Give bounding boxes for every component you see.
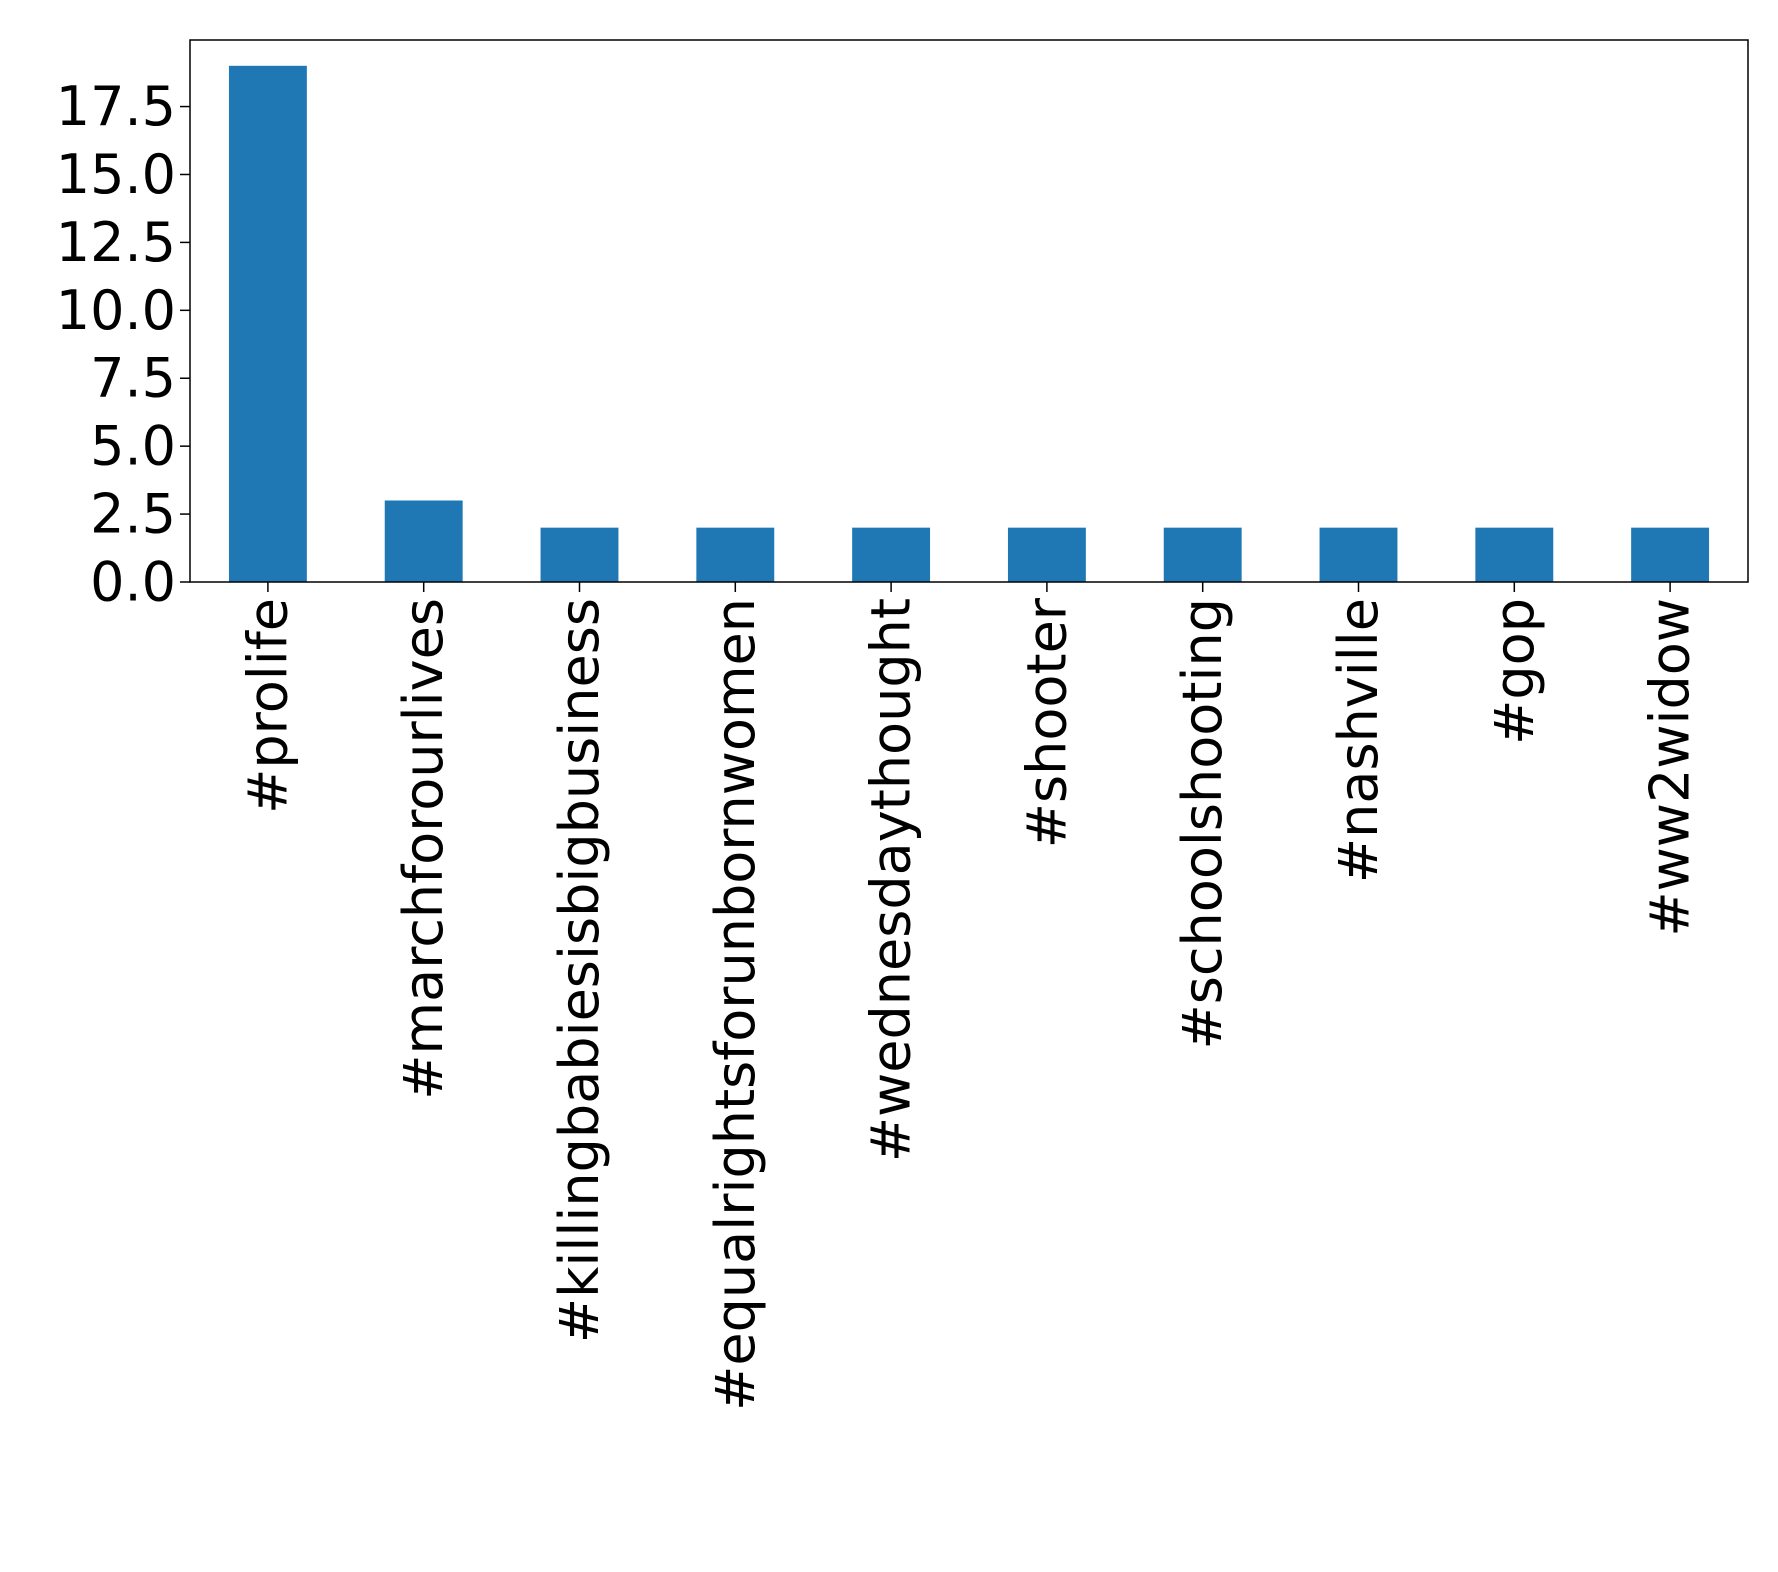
- y-tick-label: 17.5: [56, 75, 176, 138]
- plot-area-frame: [189, 39, 1749, 583]
- bar-nashville: [1319, 527, 1398, 582]
- x-tick-label: #schoolshooting: [1171, 598, 1234, 1050]
- x-tick-label: #ww2widow: [1639, 598, 1702, 937]
- bar-shooter: [1007, 527, 1086, 582]
- bars-group: [228, 65, 1710, 583]
- x-tick-label: #nashville: [1327, 598, 1390, 883]
- bar-marchforourlives: [384, 500, 463, 582]
- bar-prolife: [228, 65, 307, 583]
- bar-equalrightsforunbornwomen: [696, 527, 775, 582]
- y-tick-label: 12.5: [56, 211, 176, 274]
- y-tick-label: 15.0: [56, 143, 176, 206]
- bar-ww2widow: [1631, 527, 1710, 582]
- x-tick-label: #wednesdaythought: [860, 598, 923, 1162]
- x-tick-label: #shooter: [1015, 597, 1078, 848]
- bar-gop: [1475, 527, 1554, 582]
- x-tick-label: #prolife: [236, 598, 299, 814]
- y-tick-label: 2.5: [90, 483, 176, 546]
- bar-wednesdaythought: [852, 527, 931, 582]
- bar-killingbabiesisbigbusiness: [540, 527, 619, 582]
- y-tick-label: 10.0: [56, 279, 176, 342]
- x-tick-label: #marchforourlives: [392, 598, 455, 1100]
- bar-schoolshooting: [1163, 527, 1242, 582]
- y-tick-label: 5.0: [90, 415, 176, 478]
- x-axis: #prolife #marchforourlives #killingbabiesi…: [236, 582, 1702, 1411]
- x-tick-label: #gop: [1483, 598, 1546, 745]
- x-tick-label: #equalrightsforunbornwomen: [704, 598, 767, 1411]
- y-tick-label: 0.0: [90, 551, 176, 614]
- y-tick-label: 7.5: [90, 347, 176, 410]
- x-tick-label: #killingbabiesisbigbusiness: [548, 598, 611, 1343]
- y-axis: 0.02.55.07.510.012.515.017.5: [56, 75, 190, 614]
